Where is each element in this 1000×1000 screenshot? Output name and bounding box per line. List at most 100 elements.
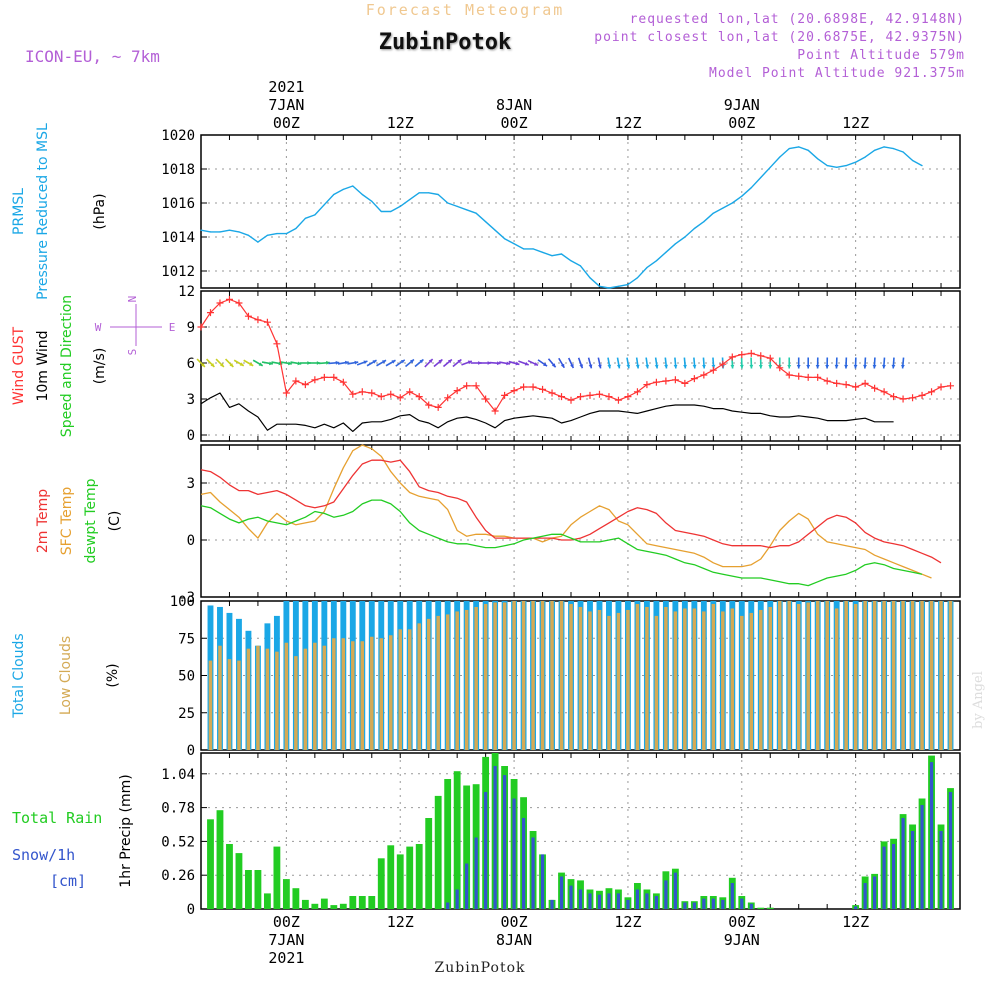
wind-gust-marker bbox=[216, 299, 224, 307]
snow-bar bbox=[626, 899, 630, 909]
low-cloud-bar bbox=[645, 606, 649, 750]
snow-bar bbox=[512, 798, 516, 909]
snow-bar bbox=[882, 846, 886, 909]
low-cloud-bar bbox=[445, 614, 450, 750]
snow-bar bbox=[863, 883, 867, 909]
wind-gust-marker bbox=[614, 396, 622, 404]
rain-bar bbox=[282, 879, 290, 909]
wind-gust-marker bbox=[595, 390, 603, 398]
pressure-point bbox=[579, 265, 582, 267]
location-title: ZubinPotok bbox=[379, 30, 511, 55]
wind-barb-head bbox=[806, 364, 811, 369]
wind-ytick-label: 9 bbox=[187, 320, 195, 336]
low-cloud-bar bbox=[360, 641, 365, 750]
rain-bar bbox=[339, 903, 347, 909]
wind-gust-marker bbox=[937, 383, 945, 391]
wind-ytick-label: 0 bbox=[187, 428, 195, 444]
snow-bar bbox=[550, 899, 554, 909]
wind-barb-head bbox=[749, 364, 754, 369]
rain-bar bbox=[406, 846, 414, 909]
compass-w: W bbox=[95, 321, 102, 334]
wind-barb-head bbox=[288, 361, 292, 366]
low-cloud-bar bbox=[607, 615, 611, 750]
pressure-point bbox=[627, 284, 629, 286]
top-time-label: 7JAN bbox=[268, 96, 304, 114]
wind-gust-marker bbox=[444, 394, 452, 402]
wind-barb-head bbox=[220, 363, 224, 367]
low-cloud-bar bbox=[948, 601, 953, 750]
wind-gust-marker bbox=[928, 388, 936, 396]
rain-bar bbox=[377, 858, 385, 909]
pressure-side-label: (hPa) bbox=[92, 193, 108, 229]
bottom-time-label: 8JAN bbox=[496, 931, 532, 949]
wind-barb-head bbox=[654, 364, 659, 369]
bottom-time-label: 2021 bbox=[268, 949, 304, 967]
low-cloud-bar bbox=[815, 601, 820, 750]
wind-gust-marker bbox=[577, 393, 584, 401]
pressure-point bbox=[522, 248, 525, 250]
snow-bar bbox=[635, 889, 640, 909]
wind-gust-marker bbox=[311, 376, 319, 384]
pressure-point bbox=[390, 210, 392, 213]
snow-bar bbox=[607, 893, 611, 909]
pressure-point bbox=[798, 146, 800, 148]
pressure-point bbox=[674, 243, 676, 245]
cloud-ytick-label: 0 bbox=[187, 743, 195, 759]
wind-barb-head bbox=[607, 364, 612, 369]
pressure-point bbox=[589, 277, 591, 279]
wind-gust-marker bbox=[852, 383, 860, 391]
precip-side-label: Snow/1h bbox=[12, 846, 75, 864]
model-altitude: Model Point Altitude 921.375m bbox=[709, 66, 965, 81]
pressure-point bbox=[314, 214, 316, 216]
pressure-point bbox=[219, 231, 221, 233]
wind-gust-marker bbox=[206, 309, 214, 317]
wind-gust-marker bbox=[558, 393, 566, 401]
pressure-point bbox=[238, 231, 240, 233]
credit-label: by Angel bbox=[971, 671, 986, 729]
snow-bar bbox=[873, 876, 877, 909]
low-cloud-bar bbox=[512, 601, 516, 750]
wind-barb-head bbox=[673, 364, 678, 369]
snow-bar bbox=[854, 906, 858, 909]
low-cloud-bar bbox=[521, 601, 526, 750]
wind-barb-head bbox=[683, 364, 687, 369]
snow-bar bbox=[901, 818, 905, 909]
wind-gust-marker bbox=[633, 388, 641, 396]
pressure-point bbox=[333, 193, 335, 196]
pressure-point bbox=[560, 253, 563, 255]
wind-barb-head bbox=[297, 361, 302, 366]
wind-gust-marker bbox=[244, 312, 252, 320]
low-cloud-bar bbox=[483, 603, 488, 750]
bottom-time-label: 00Z bbox=[728, 913, 755, 931]
pressure-point bbox=[380, 210, 382, 213]
snow-bar bbox=[540, 854, 545, 909]
low-cloud-bar bbox=[882, 601, 886, 750]
wind-barb-head bbox=[410, 359, 414, 364]
wind-gust-marker bbox=[301, 381, 309, 389]
snow-bar bbox=[503, 775, 507, 909]
wind-gust-marker bbox=[349, 390, 357, 398]
bottom-time-label: 00Z bbox=[501, 913, 528, 931]
low-cloud-bar bbox=[332, 638, 336, 750]
pressure-side-label: Pressure Reduced to MSL bbox=[35, 123, 51, 300]
precip-side-label: Total Rain bbox=[12, 809, 102, 827]
pressure-point bbox=[323, 204, 325, 206]
wind-barb-head bbox=[711, 364, 716, 369]
temp-side-label: (C) bbox=[107, 511, 123, 532]
wind-barb-head bbox=[515, 361, 520, 366]
pressure-ytick-label: 1018 bbox=[161, 162, 195, 178]
wind-gust-marker bbox=[510, 387, 518, 395]
wind-barb-head bbox=[428, 359, 433, 363]
low-cloud-bar bbox=[664, 606, 668, 750]
cloud-ytick-label: 100 bbox=[170, 594, 195, 610]
wind-gust-marker bbox=[501, 391, 509, 399]
rain-bar bbox=[226, 844, 233, 909]
snow-bar bbox=[559, 876, 564, 909]
top-time-label: 00Z bbox=[728, 114, 755, 132]
low-cloud-bar bbox=[929, 601, 934, 750]
wind-gust-marker bbox=[795, 372, 803, 380]
snow-bar bbox=[531, 837, 535, 909]
pressure-point bbox=[807, 149, 809, 151]
top-time-label: 00Z bbox=[501, 114, 528, 132]
pressure-point bbox=[456, 205, 458, 207]
